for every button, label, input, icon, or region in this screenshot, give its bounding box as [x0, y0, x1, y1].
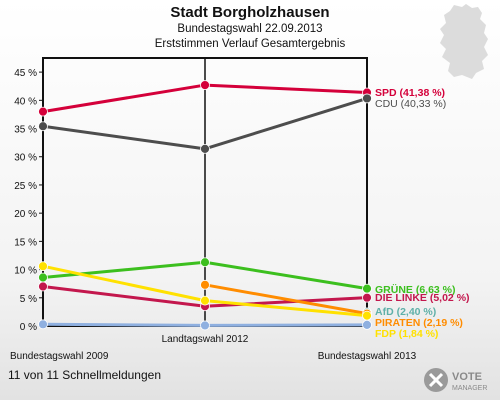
y-tick-label: 0 % — [20, 322, 37, 333]
data-point-cdu — [362, 93, 372, 104]
y-tick-label: 40 % — [14, 96, 37, 107]
x-category-label: Landtagswahl 2012 — [162, 334, 249, 345]
data-point-spd — [38, 106, 48, 117]
y-tick-label: 10 % — [14, 266, 37, 277]
y-tick-label: 20 % — [14, 209, 37, 220]
y-tick-label: 45 % — [14, 68, 37, 79]
chart-subtitle: Erststimmen Verlauf Gesamtergebnis — [154, 38, 346, 50]
data-point-cdu — [38, 121, 48, 132]
y-tick-label: 25 % — [14, 181, 37, 192]
data-point-piraten — [200, 279, 210, 290]
svg-text:MANAGER: MANAGER — [452, 385, 487, 392]
series-label-die-linke: DIE LINKE (5,02 %) — [375, 292, 470, 304]
series-label-fdp: FDP (1,84 %) — [375, 328, 438, 340]
x-category-label: Bundestagswahl 2009 — [10, 351, 109, 362]
series-label-piraten: PIRATEN (2,19 %) — [375, 317, 463, 329]
series-label-afd: AfD (2,40 %) — [375, 306, 436, 318]
votemanager-logo: VOTE MANAGER — [424, 368, 487, 392]
data-point-gr-ne — [362, 283, 372, 294]
svg-text:VOTE: VOTE — [452, 371, 482, 383]
data-point-andere — [200, 320, 210, 331]
series-label-spd: SPD (41,38 %) — [375, 87, 445, 99]
election-subtitle: Bundestagswahl 22.09.2013 — [177, 23, 323, 35]
y-tick-label: 30 % — [14, 153, 37, 164]
y-tick-label: 5 % — [20, 294, 37, 305]
data-point-cdu — [200, 143, 210, 154]
data-point-andere — [362, 319, 372, 330]
series-label-gr-ne: GRÜNE (6,63 %) — [375, 283, 456, 296]
y-tick-label: 35 % — [14, 125, 37, 136]
x-category-label: Bundestagswahl 2013 — [318, 351, 417, 362]
data-point-die-linke — [38, 281, 48, 292]
chart-title: Stadt Borgholzhausen — [170, 4, 330, 21]
data-point-spd — [200, 80, 210, 90]
data-point-fdp — [38, 261, 48, 272]
data-point-gr-ne — [38, 272, 48, 283]
data-point-gr-ne — [200, 257, 210, 268]
data-point-fdp — [200, 295, 210, 306]
data-point-die-linke — [362, 292, 372, 303]
series-label-cdu: CDU (40,33 %) — [375, 98, 446, 110]
series-line-piraten — [204, 283, 368, 316]
report-status: 11 von 11 Schnellmeldungen — [8, 368, 161, 382]
y-tick-label: 15 % — [14, 237, 37, 248]
data-point-fdp — [362, 310, 372, 321]
germany-map-icon — [440, 4, 488, 79]
data-point-andere — [38, 319, 48, 330]
